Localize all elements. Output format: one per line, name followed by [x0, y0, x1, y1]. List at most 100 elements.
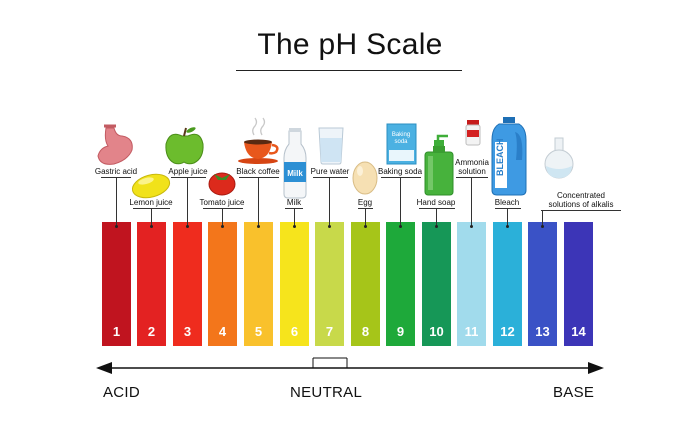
leader-dot [364, 225, 367, 228]
ph-bar-11: 11 [457, 222, 486, 346]
ph-value: 8 [361, 324, 370, 339]
label-underline [381, 177, 421, 178]
ph-value: 13 [535, 324, 550, 339]
substance-label: Black coffee [236, 167, 280, 176]
milk-bottle-icon: Milk [283, 128, 307, 199]
substance-label: Ammonia solution [455, 158, 489, 176]
tomato-icon [208, 172, 236, 196]
leader-line [116, 177, 117, 226]
ph-bar-14: 14 [564, 222, 593, 346]
leader-line [436, 208, 437, 226]
leader-line [400, 177, 401, 226]
label-underline [239, 177, 279, 178]
ph-value: 6 [290, 324, 299, 339]
ph-value: 1 [112, 324, 121, 339]
leader-line [187, 177, 188, 226]
neutral-bracket [312, 357, 348, 368]
label-underline [171, 177, 206, 178]
milk-bottle-label: Milk [287, 169, 303, 178]
acid-label: ACID [103, 384, 141, 401]
ph-bar-9: 9 [386, 222, 415, 346]
ph-value: 12 [500, 324, 515, 339]
substance-label: Egg [357, 198, 373, 207]
water-glass-icon [318, 127, 344, 165]
coffee-cup-icon [238, 117, 279, 164]
title-underline [236, 70, 462, 71]
ph-bar-1: 1 [102, 222, 131, 346]
leader-dot [186, 225, 189, 228]
leader-dot [328, 225, 331, 228]
leader-line [542, 210, 543, 226]
substance-label: Concentrated solutions of alkalis [548, 191, 614, 209]
page-title: The pH Scale [257, 28, 443, 61]
leader-line [471, 177, 472, 226]
ph-bar-2: 2 [137, 222, 166, 346]
leader-dot [399, 225, 402, 228]
base-label: BASE [553, 384, 595, 401]
ph-bar-6: 6 [280, 222, 309, 346]
leader-line [258, 177, 259, 226]
ph-bar-12: 12 [493, 222, 522, 346]
neutral-label: NEUTRAL [290, 384, 363, 401]
label-underline [419, 208, 455, 209]
baking-soda-box-label: Baking soda [392, 132, 410, 145]
leader-dot [150, 225, 153, 228]
baking-soda-box-icon: Baking soda [386, 123, 417, 165]
leader-dot [541, 225, 544, 228]
label-underline [203, 208, 243, 209]
ph-bar-8: 8 [351, 222, 380, 346]
substance-label: Milk [286, 198, 302, 207]
ph-bar-7: 7 [315, 222, 344, 346]
leader-line [151, 208, 152, 226]
ph-value: 4 [218, 324, 227, 339]
leader-line [365, 208, 366, 226]
ph-bar-3: 3 [173, 222, 202, 346]
leader-line [329, 177, 330, 226]
substance-label: Baking soda [377, 167, 423, 176]
bleach-bottle-icon [491, 117, 527, 196]
label-underline [495, 208, 521, 209]
label-underline [313, 177, 348, 178]
stomach-icon [97, 124, 133, 165]
leader-line [222, 208, 223, 226]
ph-bar-4: 4 [208, 222, 237, 346]
ph-value: 10 [429, 324, 444, 339]
apple-icon [165, 127, 204, 165]
ph-bar-13: 13 [528, 222, 557, 346]
leader-line [294, 208, 295, 226]
ph-value: 11 [464, 324, 479, 339]
egg-icon [352, 161, 378, 195]
ph-value: 7 [325, 324, 334, 339]
leader-dot [506, 225, 509, 228]
substance-label: Apple juice [168, 167, 208, 176]
ph-value: 14 [571, 324, 586, 339]
soap-dispenser-icon [424, 134, 454, 196]
leader-dot [293, 225, 296, 228]
ph-bar-5: 5 [244, 222, 273, 346]
leader-dot [257, 225, 260, 228]
substance-label: Tomato juice [199, 198, 245, 207]
substance-label: Bleach [494, 198, 520, 207]
ph-value: 2 [147, 324, 156, 339]
ph-bar-10: 10 [422, 222, 451, 346]
ph-value: 5 [254, 324, 263, 339]
substance-label: Gastric acid [94, 167, 138, 176]
flask-icon [544, 137, 574, 179]
ph-value: 9 [396, 324, 405, 339]
substance-label: Hand soap [416, 198, 456, 207]
substance-label: Pure water [310, 167, 350, 176]
arrow-left-head [96, 362, 112, 374]
label-underline [456, 177, 488, 178]
leader-dot [435, 225, 438, 228]
leader-dot [221, 225, 224, 228]
ph-value: 3 [183, 324, 192, 339]
leader-dot [115, 225, 118, 228]
ammonia-bottle-icon [465, 120, 481, 146]
leader-dot [470, 225, 473, 228]
lemon-icon [131, 173, 171, 199]
substance-label: Lemon juice [129, 198, 173, 207]
bleach-bottle-label: BLEACH [495, 139, 505, 177]
